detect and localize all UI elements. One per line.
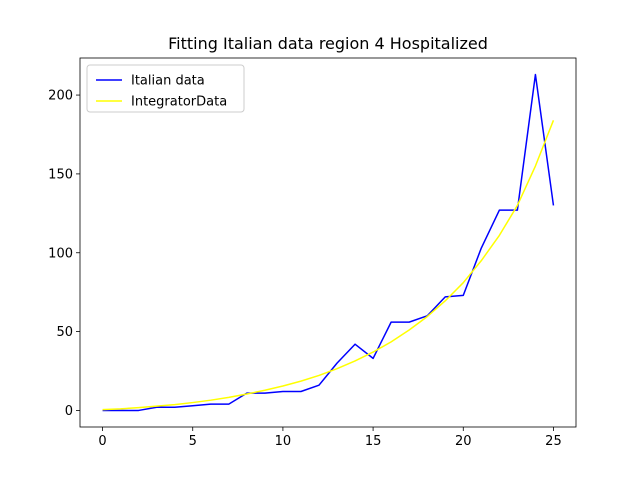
y-tick-label: 50 <box>56 325 73 340</box>
legend-label: IntegratorData <box>131 95 227 110</box>
legend-box <box>86 64 245 113</box>
legend: Italian data IntegratorData <box>86 64 245 113</box>
axis-ticks: 0 5 10 15 20 25 0 50 100 150 200 <box>48 89 562 449</box>
series-line-0 <box>102 73 555 412</box>
chart-title: Fitting Italian data region 4 Hospitaliz… <box>168 34 488 53</box>
plot-area <box>79 57 577 428</box>
x-tick-label: 5 <box>189 434 197 449</box>
x-tick-label: 15 <box>365 434 382 449</box>
x-tick-label: 10 <box>275 434 292 449</box>
y-tick-label: 0 <box>65 404 73 419</box>
axes-frame <box>79 57 577 428</box>
x-tick-label: 25 <box>545 434 562 449</box>
x-tick-label: 0 <box>98 434 106 449</box>
x-tick-label: 20 <box>455 434 472 449</box>
y-tick-label: 150 <box>48 167 73 182</box>
y-tick-label: 200 <box>48 89 73 104</box>
y-tick-label: 100 <box>48 246 73 261</box>
series-line-1 <box>102 120 555 411</box>
legend-label: Italian data <box>131 74 205 89</box>
